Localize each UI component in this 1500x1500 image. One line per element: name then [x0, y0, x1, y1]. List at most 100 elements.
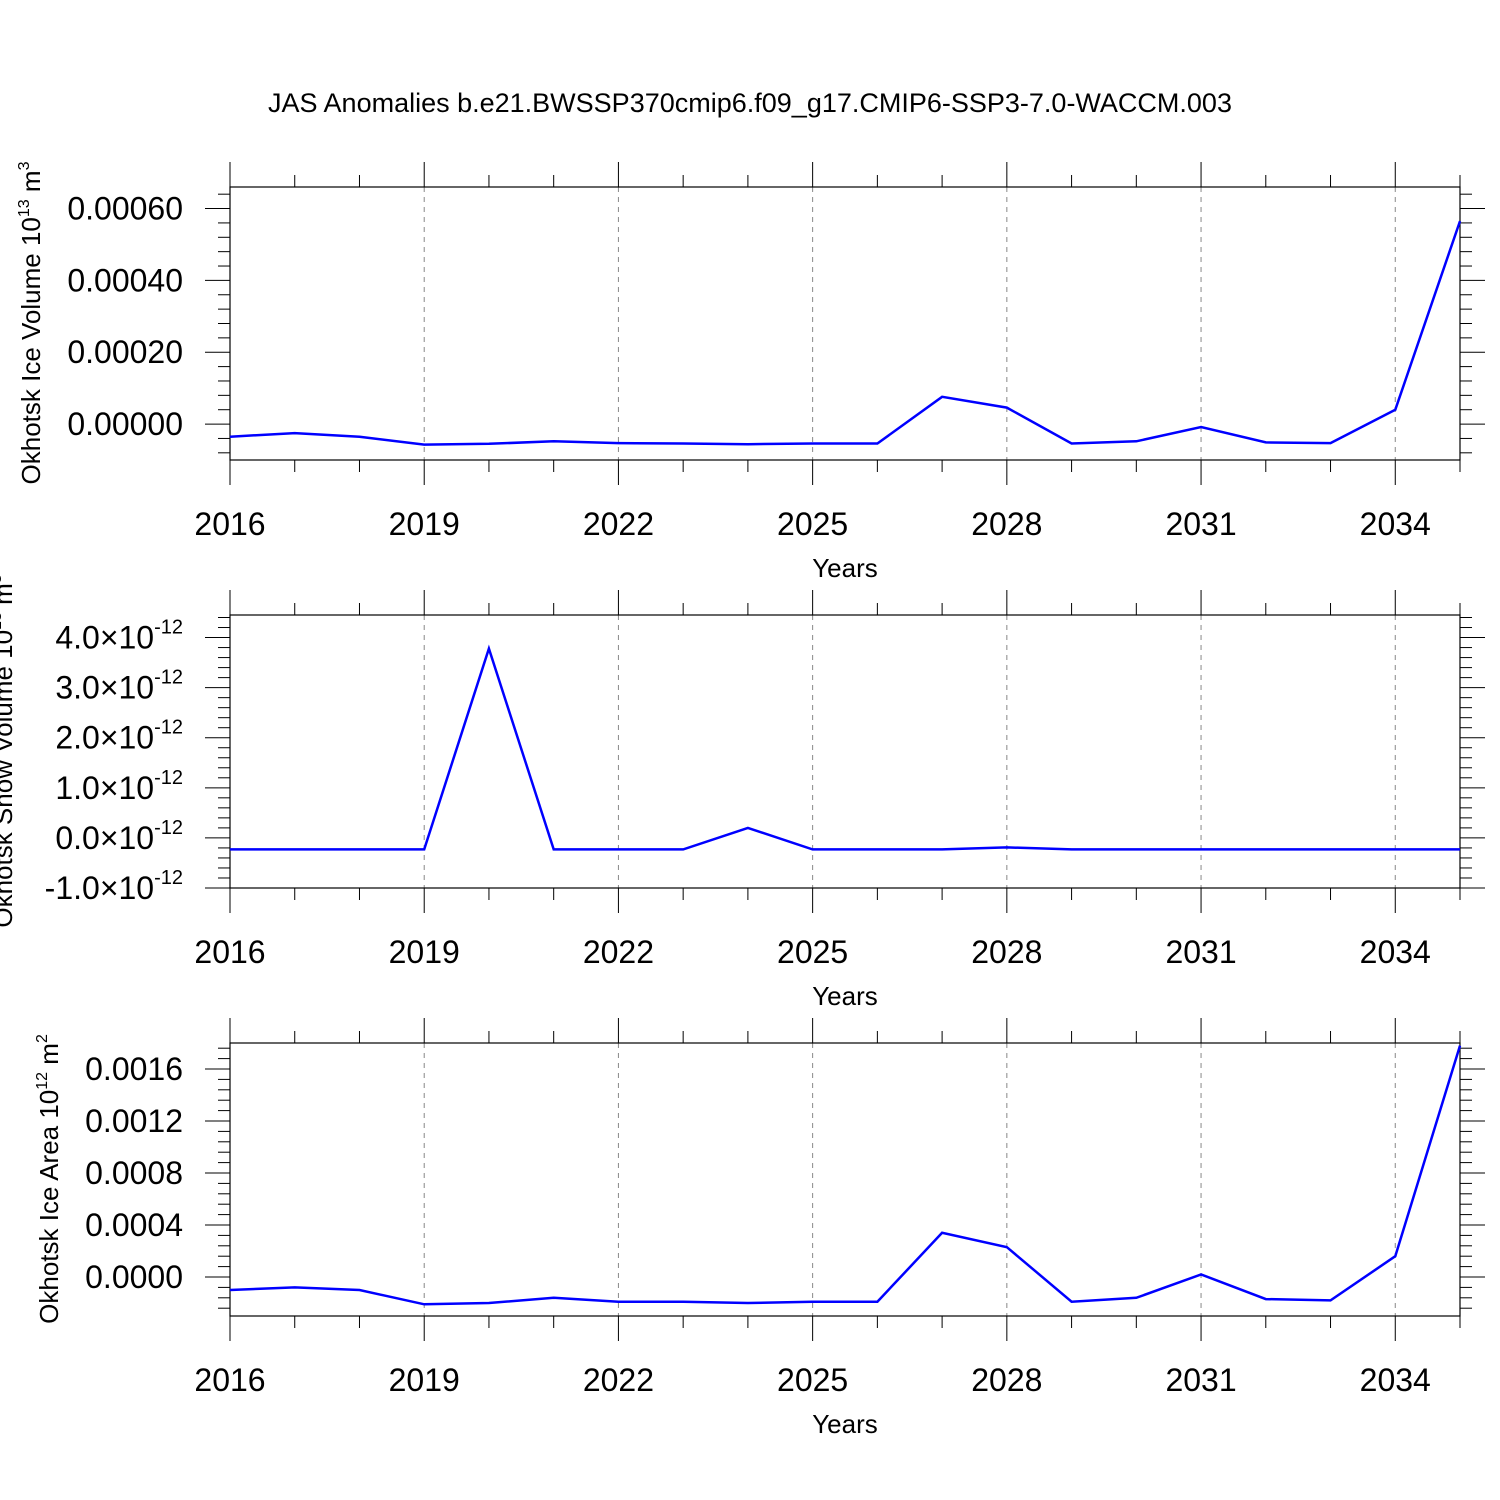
- y-axis-label: Okhotsk Ice Area 1012 m2: [34, 1034, 64, 1324]
- x-tick-label: 2025: [777, 1362, 848, 1398]
- data-point: [293, 431, 297, 435]
- x-tick-label: 2022: [583, 506, 654, 542]
- data-point: [1005, 406, 1009, 410]
- x-tick-label: 2019: [389, 1362, 460, 1398]
- y-tick-label: 0.0000: [85, 1259, 183, 1295]
- x-tick-label: 2028: [971, 934, 1042, 970]
- x-tick-label: 2016: [194, 506, 265, 542]
- data-point: [422, 847, 426, 851]
- x-tick-label: 2031: [1165, 1362, 1236, 1398]
- data-point: [940, 1231, 944, 1235]
- y-tick-label: 0.0016: [85, 1051, 183, 1087]
- data-point: [1070, 1300, 1074, 1304]
- y-tick-label: 3.0×10-12: [55, 667, 183, 706]
- data-point: [681, 1300, 685, 1304]
- x-axis-label: Years: [812, 981, 878, 1011]
- x-axis-label: Years: [812, 553, 878, 583]
- data-point: [681, 847, 685, 851]
- x-tick-label: 2022: [583, 1362, 654, 1398]
- data-point: [1393, 1254, 1397, 1258]
- data-point: [1199, 425, 1203, 429]
- plot-frame: [229, 614, 1461, 889]
- x-tick-label: 2034: [1360, 934, 1431, 970]
- data-point: [357, 435, 361, 439]
- x-tick-label: 2028: [971, 506, 1042, 542]
- data-point: [1070, 847, 1074, 851]
- panel-3: 2016 2019 2022 2025 2028 2031 2034 0.0000 0.0004…: [34, 1018, 1485, 1439]
- x-tick-label: 2031: [1165, 506, 1236, 542]
- data-point: [1458, 1044, 1462, 1048]
- data-point: [746, 442, 750, 446]
- data-point: [1329, 441, 1333, 445]
- data-point: [811, 441, 815, 445]
- data-point: [487, 1301, 491, 1305]
- data-point: [875, 1300, 879, 1304]
- y-tick-label: 0.00000: [67, 406, 183, 442]
- x-tick-label: 2022: [583, 934, 654, 970]
- data-point: [1005, 1245, 1009, 1249]
- data-point: [940, 395, 944, 399]
- data-point: [1393, 408, 1397, 412]
- data-point: [422, 1302, 426, 1306]
- data-point: [293, 1285, 297, 1289]
- data-point: [357, 1288, 361, 1292]
- series-line: [229, 220, 1462, 446]
- y-tick-label: 0.00040: [67, 262, 183, 298]
- data-point: [616, 847, 620, 851]
- data-point: [1005, 845, 1009, 849]
- x-tick-label: 2025: [777, 934, 848, 970]
- data-point: [552, 1296, 556, 1300]
- plot-frame: [229, 1042, 1461, 1317]
- y-axis-label: Okhotsk Snow Volume 1013 m3: [0, 574, 18, 927]
- y-axis-label: Okhotsk Ice Volume 1013 m3: [16, 161, 46, 484]
- y-tick-label: 2.0×10-12: [55, 717, 183, 756]
- data-point: [1134, 847, 1138, 851]
- data-point: [875, 847, 879, 851]
- x-tick-label: 2031: [1165, 934, 1236, 970]
- data-point: [1329, 1298, 1333, 1302]
- x-tick-label: 2019: [389, 934, 460, 970]
- x-tick-label: 2034: [1360, 506, 1431, 542]
- plot-frame: [229, 186, 1461, 461]
- data-point: [1458, 847, 1462, 851]
- y-tick-label: 0.0012: [85, 1103, 183, 1139]
- y-tick-label: 0.0008: [85, 1155, 183, 1191]
- y-tick-label: 0.00020: [67, 334, 183, 370]
- x-tick-label: 2025: [777, 506, 848, 542]
- panel-1: 2016 2019 2022 2025 2028 2031 2034 0.00000 0.000…: [16, 161, 1485, 583]
- data-point: [357, 847, 361, 851]
- data-point: [1458, 219, 1462, 223]
- data-point: [228, 1288, 232, 1292]
- x-tick-label: 2016: [194, 934, 265, 970]
- data-point: [616, 441, 620, 445]
- data-point: [811, 847, 815, 851]
- y-tick-label: -1.0×10-12: [45, 867, 183, 906]
- data-point: [616, 1300, 620, 1304]
- data-point: [487, 442, 491, 446]
- data-point: [681, 441, 685, 445]
- data-point: [552, 439, 556, 443]
- data-point: [811, 1300, 815, 1304]
- x-tick-label: 2016: [194, 1362, 265, 1398]
- series-line: [230, 644, 1460, 851]
- y-tick-label: 4.0×10-12: [55, 617, 183, 656]
- y-tick-label: 0.0004: [85, 1207, 183, 1243]
- y-tick-label: 0.00060: [67, 191, 183, 227]
- data-point: [552, 847, 556, 851]
- x-tick-label: 2019: [389, 506, 460, 542]
- data-point: [1199, 1272, 1203, 1276]
- data-point: [1264, 847, 1268, 851]
- data-point: [228, 847, 232, 851]
- panel-2: 2016 2019 2022 2025 2028 2031 2034 -1.0×10-12 0.…: [0, 574, 1485, 1011]
- x-axis-label: Years: [812, 1409, 878, 1439]
- data-point: [746, 826, 750, 830]
- data-point: [1134, 1296, 1138, 1300]
- data-point: [1134, 439, 1138, 443]
- data-point: [875, 441, 879, 445]
- data-point: [228, 435, 232, 439]
- data-point: [1264, 1297, 1268, 1301]
- data-point: [940, 847, 944, 851]
- x-tick-label: 2028: [971, 1362, 1042, 1398]
- x-tick-label: 2034: [1360, 1362, 1431, 1398]
